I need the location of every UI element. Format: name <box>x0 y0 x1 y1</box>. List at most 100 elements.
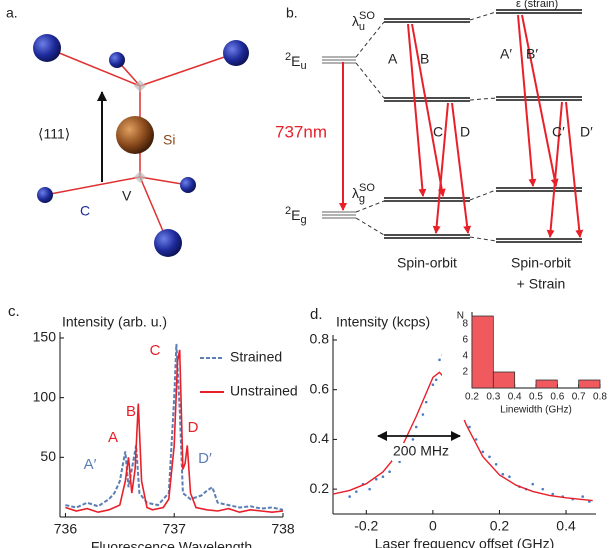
peak-label: B <box>126 403 136 420</box>
silicon-atom <box>116 116 154 154</box>
state-label: 2Eu <box>285 51 307 72</box>
transition-label: A <box>388 51 398 67</box>
connectors <box>355 11 497 242</box>
carbon-atom <box>37 187 53 203</box>
sup: SO <box>359 10 375 22</box>
transition-label: C′ <box>552 124 565 140</box>
point <box>494 462 498 466</box>
point <box>474 438 478 441</box>
sub: u <box>300 60 306 72</box>
peak-label: A <box>108 429 118 446</box>
base: E <box>291 53 300 69</box>
x-tick-label: 736 <box>54 520 78 536</box>
carbon-atom <box>33 34 61 62</box>
point <box>551 492 555 496</box>
y-tick-label: 0.4 <box>310 430 330 446</box>
base: λ <box>352 185 359 201</box>
series-line <box>65 349 284 514</box>
point <box>388 470 391 474</box>
x-tick-label: 0.2 <box>465 392 479 403</box>
x-tick-label: 738 <box>271 520 295 536</box>
point <box>424 400 428 404</box>
y-tick-label: 2 <box>462 367 468 378</box>
point <box>398 460 401 464</box>
x-tick-label: 0.2 <box>490 517 510 533</box>
x-tick-label: 0.5 <box>529 392 543 403</box>
y-axis-label: Intensity (arb. u.) <box>62 314 167 330</box>
sup: 2 <box>285 205 291 217</box>
column-label: Spin-orbit <box>397 255 457 271</box>
point <box>348 495 351 498</box>
point <box>374 477 378 481</box>
point <box>368 487 371 491</box>
point <box>581 495 584 498</box>
carbon-atom <box>154 229 182 257</box>
bar <box>578 379 601 389</box>
point <box>468 425 471 429</box>
point <box>488 455 491 459</box>
transition-label: B <box>420 51 429 67</box>
levels-gray <box>322 56 356 219</box>
point <box>501 472 505 476</box>
peak-label: A′ <box>84 456 97 473</box>
y-tick-label: 6 <box>462 335 468 346</box>
panel-label: b. <box>286 5 298 21</box>
panel-label: a. <box>6 5 18 21</box>
point <box>431 383 435 387</box>
y-tick-label: 0.6 <box>310 380 330 396</box>
point <box>508 475 511 479</box>
sup: 2 <box>285 51 291 63</box>
peak-label: D <box>188 419 199 436</box>
transition-label: D′ <box>580 124 593 140</box>
x-tick-label: 0 <box>429 517 437 533</box>
y-tick-label: 150 <box>33 329 57 345</box>
peak-label: D′ <box>198 450 212 467</box>
y-axis-label: Intensity (kcps) <box>336 314 430 330</box>
levels <box>384 9 582 243</box>
bar <box>471 315 494 389</box>
sub: u <box>359 21 365 33</box>
transition-label: C <box>433 124 443 140</box>
x-tick-label: 0.4 <box>508 392 522 403</box>
width-label: 200 MHz <box>393 443 449 459</box>
point <box>438 358 441 362</box>
x-tick-label: 0.6 <box>550 392 564 403</box>
point <box>421 413 425 416</box>
lambda-label: λSO g <box>352 182 375 205</box>
label-bg <box>392 443 450 461</box>
sub: g <box>359 193 365 205</box>
carbon-atom <box>109 52 125 68</box>
si-label: Si <box>163 132 175 148</box>
x-tick-label: 0.7 <box>572 392 586 403</box>
transition-label: A′ <box>500 46 512 62</box>
point <box>414 425 418 429</box>
strain-label: ε (strain) <box>516 0 558 10</box>
transition-label: D <box>460 124 470 140</box>
panel-label: c. <box>8 303 20 320</box>
point <box>541 487 545 491</box>
transition-label: B′ <box>526 46 538 62</box>
panel-a: a. ⟨111⟩ Si V C <box>6 5 249 257</box>
y-axis-label: N <box>457 311 464 322</box>
x-axis-label: Laser frequency offset (GHz) <box>375 536 554 548</box>
carbon-atom <box>223 40 249 66</box>
x-tick-label: 0.4 <box>556 517 576 533</box>
carbon-atom <box>180 177 196 193</box>
c-label: C <box>80 203 90 219</box>
base: E <box>291 207 300 223</box>
bar <box>535 379 558 389</box>
lambda-label: λSO u <box>352 10 375 33</box>
point <box>411 438 415 441</box>
y-tick-label: 100 <box>33 388 57 404</box>
legend-label: Strained <box>230 349 282 365</box>
column-note: + Strain <box>517 276 566 292</box>
x-tick-label: 0.8 <box>593 392 607 403</box>
x-tick-label: 737 <box>163 520 187 536</box>
axis-label: ⟨111⟩ <box>38 126 70 142</box>
x-axis-label: Fluorescence Wavelength <box>91 539 252 548</box>
vacancy <box>134 80 146 92</box>
charts: 736 737 738 50 100 150 Fluorescence Wavelength… <box>8 303 610 548</box>
legend-label: Unstrained <box>230 383 298 399</box>
bar <box>492 371 516 389</box>
